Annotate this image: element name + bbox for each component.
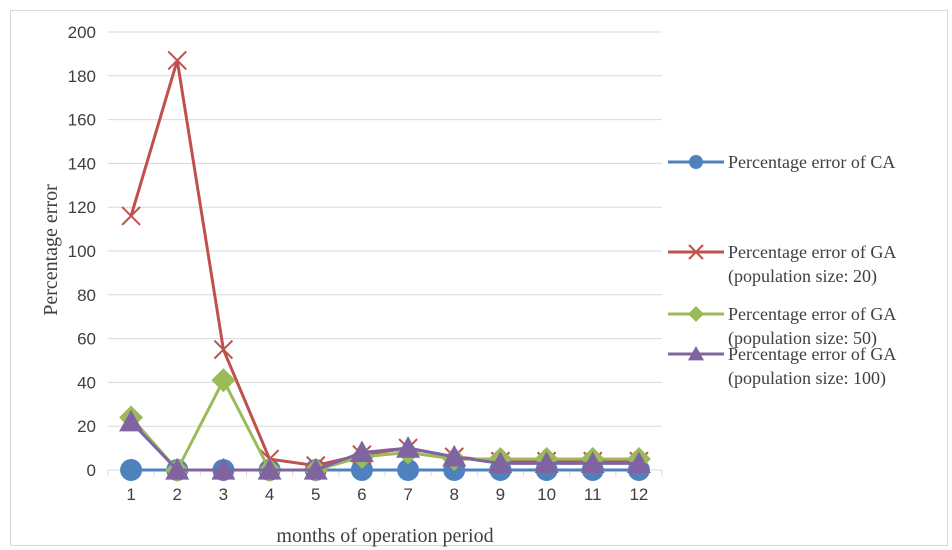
y-tick-label: 140 [68,154,96,173]
x-tick-label: 12 [629,485,648,504]
data-point [121,206,141,226]
x-axis-title: months of operation period [276,525,493,547]
data-point [626,451,651,474]
data-point [257,458,282,480]
x-tick-label: 11 [584,485,602,504]
legend-marker [689,155,703,169]
data-point [211,368,236,393]
y-tick-label: 40 [77,373,96,392]
x-tick-label: 4 [265,485,274,504]
y-tick-label: 200 [68,23,96,42]
y-tick-label: 80 [77,286,96,305]
gridlines [108,31,662,427]
legend-label: Percentage error of GA [728,304,896,324]
y-tick-label: 0 [87,461,96,480]
series-3 [119,368,651,482]
series-line [130,420,639,472]
series-line [129,378,639,472]
x-tick-label: 2 [173,485,182,504]
x-tick-label: 6 [357,485,366,504]
x-tick-label: 9 [496,485,505,504]
data-point [167,50,187,71]
legend-entry-4: Percentage error of GA (population size: … [668,344,896,389]
legend-label: (population size: 100) [728,368,886,389]
legend: Percentage error of CA Percentage error o… [668,152,896,389]
data-point [120,459,143,481]
x-tick-label: 1 [126,485,135,504]
series-line [129,58,639,468]
data-point [488,451,513,474]
data-point [165,458,190,480]
y-axis-title: Percentage error [40,184,62,316]
y-tick-label: 160 [68,111,96,130]
legend-marker [688,244,704,260]
legend-label: (population size: 50) [728,328,877,349]
y-tick-label: 20 [77,417,96,436]
chart-frame [10,10,948,546]
y-tick-label: 100 [68,242,96,261]
data-point [397,459,420,481]
data-point [350,459,373,481]
data-point [349,440,374,463]
y-tick-label: 60 [77,330,96,349]
data-point [119,409,144,432]
y-tick-label: 180 [68,67,96,86]
data-point [213,339,234,360]
series-2 [121,50,649,476]
legend-label: (population size: 20) [728,266,877,287]
y-tick-label: 120 [68,198,96,217]
x-tick-label: 10 [537,485,556,504]
legend-marker [688,346,704,361]
series [119,50,651,482]
legend-entry-2: Percentage error of GA (population size: … [668,242,896,287]
data-point [580,451,605,474]
x-tick-label: 7 [403,485,412,504]
legend-label: Percentage error of GA [728,344,896,364]
legend-entry-1: Percentage error of CA [668,152,895,172]
legend-label: Percentage error of GA [728,242,896,262]
legend-marker [688,306,704,322]
x-tick-label: 8 [450,485,459,504]
data-point [534,451,559,474]
legend-label: Percentage error of CA [728,152,895,172]
data-point [303,458,328,480]
data-point [442,444,467,467]
data-point [396,436,421,458]
x-tick-label: 3 [219,485,228,504]
data-point [211,458,236,480]
x-tick-label: 5 [311,485,320,504]
legend-entry-3: Percentage error of GA (population size: … [668,304,896,349]
series-4 [119,409,651,480]
